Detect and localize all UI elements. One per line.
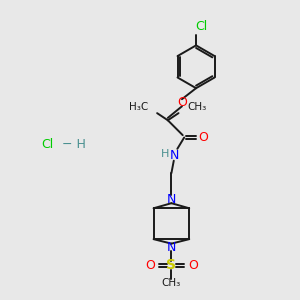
Text: N: N [167, 241, 176, 254]
Text: H: H [161, 149, 169, 159]
Text: O: O [145, 259, 155, 272]
Text: O: O [178, 96, 188, 109]
Text: O: O [188, 259, 198, 272]
Text: CH₃: CH₃ [188, 102, 207, 112]
Text: Cl: Cl [41, 138, 54, 151]
Text: N: N [170, 149, 179, 162]
Text: Cl: Cl [195, 20, 208, 34]
Text: N: N [167, 193, 176, 206]
Text: O: O [199, 131, 208, 144]
Text: H₃C: H₃C [129, 102, 148, 112]
Text: − H: − H [58, 138, 86, 151]
Text: S: S [167, 258, 176, 272]
Text: CH₃: CH₃ [162, 278, 181, 288]
